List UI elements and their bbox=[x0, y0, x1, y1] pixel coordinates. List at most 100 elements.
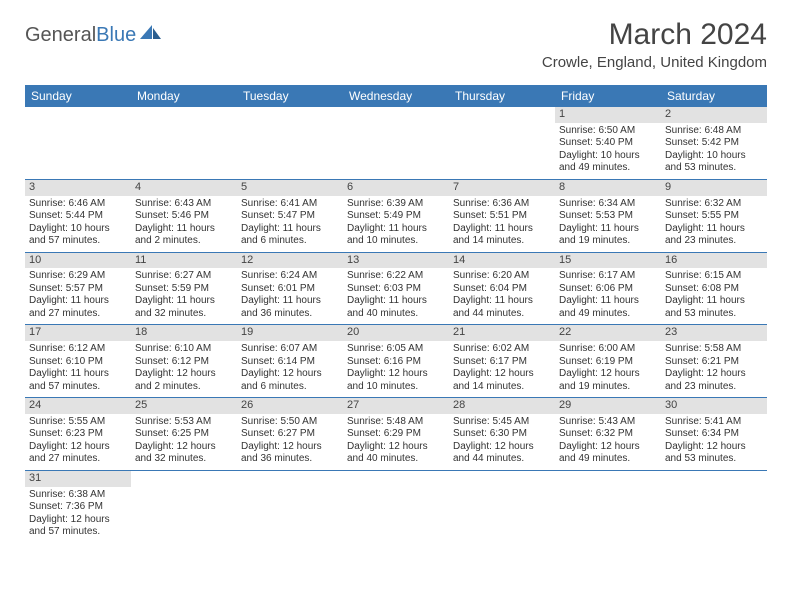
day-details: Sunrise: 6:34 AMSunset: 5:53 PMDaylight:… bbox=[555, 196, 661, 252]
day-details: Sunrise: 6:07 AMSunset: 6:14 PMDaylight:… bbox=[237, 341, 343, 397]
day-details: Sunrise: 6:36 AMSunset: 5:51 PMDaylight:… bbox=[449, 196, 555, 252]
logo-text-2: Blue bbox=[96, 24, 136, 47]
day-details: Sunrise: 6:05 AMSunset: 6:16 PMDaylight:… bbox=[343, 341, 449, 397]
day-details: Sunrise: 6:20 AMSunset: 6:04 PMDaylight:… bbox=[449, 268, 555, 324]
calendar-cell bbox=[131, 107, 237, 179]
calendar-cell bbox=[25, 107, 131, 179]
day-details: Sunrise: 6:50 AMSunset: 5:40 PMDaylight:… bbox=[555, 123, 661, 179]
calendar-cell bbox=[237, 470, 343, 542]
calendar-cell: 8Sunrise: 6:34 AMSunset: 5:53 PMDaylight… bbox=[555, 179, 661, 252]
calendar-cell bbox=[661, 470, 767, 542]
day-details: Sunrise: 6:22 AMSunset: 6:03 PMDaylight:… bbox=[343, 268, 449, 324]
calendar-cell: 11Sunrise: 6:27 AMSunset: 5:59 PMDayligh… bbox=[131, 252, 237, 325]
logo-text-1: General bbox=[25, 24, 96, 47]
day-details: Sunrise: 6:38 AMSunset: 7:36 PMDaylight:… bbox=[25, 487, 131, 543]
calendar-cell: 14Sunrise: 6:20 AMSunset: 6:04 PMDayligh… bbox=[449, 252, 555, 325]
calendar-cell: 16Sunrise: 6:15 AMSunset: 6:08 PMDayligh… bbox=[661, 252, 767, 325]
calendar-cell: 23Sunrise: 5:58 AMSunset: 6:21 PMDayligh… bbox=[661, 325, 767, 398]
calendar-cell: 24Sunrise: 5:55 AMSunset: 6:23 PMDayligh… bbox=[25, 398, 131, 471]
calendar-cell: 27Sunrise: 5:48 AMSunset: 6:29 PMDayligh… bbox=[343, 398, 449, 471]
calendar-cell: 3Sunrise: 6:46 AMSunset: 5:44 PMDaylight… bbox=[25, 179, 131, 252]
calendar-cell bbox=[343, 470, 449, 542]
day-details: Sunrise: 6:00 AMSunset: 6:19 PMDaylight:… bbox=[555, 341, 661, 397]
page-title: March 2024 bbox=[542, 18, 767, 52]
weekday-header: Monday bbox=[131, 85, 237, 107]
calendar-cell: 6Sunrise: 6:39 AMSunset: 5:49 PMDaylight… bbox=[343, 179, 449, 252]
day-details: Sunrise: 6:24 AMSunset: 6:01 PMDaylight:… bbox=[237, 268, 343, 324]
calendar-cell: 15Sunrise: 6:17 AMSunset: 6:06 PMDayligh… bbox=[555, 252, 661, 325]
day-details: Sunrise: 6:02 AMSunset: 6:17 PMDaylight:… bbox=[449, 341, 555, 397]
day-number: 4 bbox=[131, 180, 237, 196]
day-number: 29 bbox=[555, 398, 661, 414]
day-number: 17 bbox=[25, 325, 131, 341]
calendar-cell: 5Sunrise: 6:41 AMSunset: 5:47 PMDaylight… bbox=[237, 179, 343, 252]
calendar-cell: 22Sunrise: 6:00 AMSunset: 6:19 PMDayligh… bbox=[555, 325, 661, 398]
day-number: 10 bbox=[25, 253, 131, 269]
calendar-cell bbox=[237, 107, 343, 179]
calendar-table: SundayMondayTuesdayWednesdayThursdayFrid… bbox=[25, 85, 767, 543]
calendar-cell: 19Sunrise: 6:07 AMSunset: 6:14 PMDayligh… bbox=[237, 325, 343, 398]
day-number: 22 bbox=[555, 325, 661, 341]
title-block: March 2024 Crowle, England, United Kingd… bbox=[542, 18, 767, 71]
logo-sail-icon bbox=[140, 24, 162, 47]
day-number: 9 bbox=[661, 180, 767, 196]
day-number: 13 bbox=[343, 253, 449, 269]
day-number: 11 bbox=[131, 253, 237, 269]
day-number: 26 bbox=[237, 398, 343, 414]
calendar-cell: 12Sunrise: 6:24 AMSunset: 6:01 PMDayligh… bbox=[237, 252, 343, 325]
day-details: Sunrise: 5:53 AMSunset: 6:25 PMDaylight:… bbox=[131, 414, 237, 470]
day-number: 30 bbox=[661, 398, 767, 414]
day-number: 6 bbox=[343, 180, 449, 196]
day-number: 23 bbox=[661, 325, 767, 341]
calendar-cell: 29Sunrise: 5:43 AMSunset: 6:32 PMDayligh… bbox=[555, 398, 661, 471]
day-details: Sunrise: 5:45 AMSunset: 6:30 PMDaylight:… bbox=[449, 414, 555, 470]
calendar-cell: 13Sunrise: 6:22 AMSunset: 6:03 PMDayligh… bbox=[343, 252, 449, 325]
day-number: 21 bbox=[449, 325, 555, 341]
calendar-cell bbox=[131, 470, 237, 542]
calendar-cell bbox=[555, 470, 661, 542]
day-details: Sunrise: 5:41 AMSunset: 6:34 PMDaylight:… bbox=[661, 414, 767, 470]
day-details: Sunrise: 6:39 AMSunset: 5:49 PMDaylight:… bbox=[343, 196, 449, 252]
day-number: 8 bbox=[555, 180, 661, 196]
weekday-header: Wednesday bbox=[343, 85, 449, 107]
calendar-cell: 30Sunrise: 5:41 AMSunset: 6:34 PMDayligh… bbox=[661, 398, 767, 471]
day-details: Sunrise: 5:58 AMSunset: 6:21 PMDaylight:… bbox=[661, 341, 767, 397]
calendar-cell bbox=[449, 470, 555, 542]
day-number: 19 bbox=[237, 325, 343, 341]
day-number: 27 bbox=[343, 398, 449, 414]
weekday-header: Friday bbox=[555, 85, 661, 107]
day-number: 1 bbox=[555, 107, 661, 123]
day-details: Sunrise: 6:46 AMSunset: 5:44 PMDaylight:… bbox=[25, 196, 131, 252]
calendar-cell: 20Sunrise: 6:05 AMSunset: 6:16 PMDayligh… bbox=[343, 325, 449, 398]
calendar-cell: 1Sunrise: 6:50 AMSunset: 5:40 PMDaylight… bbox=[555, 107, 661, 179]
calendar-cell: 31Sunrise: 6:38 AMSunset: 7:36 PMDayligh… bbox=[25, 470, 131, 542]
day-number: 14 bbox=[449, 253, 555, 269]
day-number: 2 bbox=[661, 107, 767, 123]
day-details: Sunrise: 6:48 AMSunset: 5:42 PMDaylight:… bbox=[661, 123, 767, 179]
calendar-cell: 2Sunrise: 6:48 AMSunset: 5:42 PMDaylight… bbox=[661, 107, 767, 179]
calendar-cell: 28Sunrise: 5:45 AMSunset: 6:30 PMDayligh… bbox=[449, 398, 555, 471]
day-number: 15 bbox=[555, 253, 661, 269]
calendar-header-row: SundayMondayTuesdayWednesdayThursdayFrid… bbox=[25, 85, 767, 107]
calendar-cell: 21Sunrise: 6:02 AMSunset: 6:17 PMDayligh… bbox=[449, 325, 555, 398]
day-number: 3 bbox=[25, 180, 131, 196]
calendar-cell: 10Sunrise: 6:29 AMSunset: 5:57 PMDayligh… bbox=[25, 252, 131, 325]
day-details: Sunrise: 5:50 AMSunset: 6:27 PMDaylight:… bbox=[237, 414, 343, 470]
day-details: Sunrise: 6:32 AMSunset: 5:55 PMDaylight:… bbox=[661, 196, 767, 252]
weekday-header: Sunday bbox=[25, 85, 131, 107]
day-number: 31 bbox=[25, 471, 131, 487]
weekday-header: Saturday bbox=[661, 85, 767, 107]
header: GeneralBlue March 2024 Crowle, England, … bbox=[0, 0, 792, 77]
day-number: 5 bbox=[237, 180, 343, 196]
calendar-cell: 25Sunrise: 5:53 AMSunset: 6:25 PMDayligh… bbox=[131, 398, 237, 471]
day-details: Sunrise: 5:43 AMSunset: 6:32 PMDaylight:… bbox=[555, 414, 661, 470]
day-details: Sunrise: 5:55 AMSunset: 6:23 PMDaylight:… bbox=[25, 414, 131, 470]
weekday-header: Thursday bbox=[449, 85, 555, 107]
location-subtitle: Crowle, England, United Kingdom bbox=[542, 54, 767, 71]
calendar-cell: 4Sunrise: 6:43 AMSunset: 5:46 PMDaylight… bbox=[131, 179, 237, 252]
calendar-cell: 18Sunrise: 6:10 AMSunset: 6:12 PMDayligh… bbox=[131, 325, 237, 398]
weekday-header: Tuesday bbox=[237, 85, 343, 107]
day-details: Sunrise: 6:43 AMSunset: 5:46 PMDaylight:… bbox=[131, 196, 237, 252]
day-number: 25 bbox=[131, 398, 237, 414]
day-number: 12 bbox=[237, 253, 343, 269]
